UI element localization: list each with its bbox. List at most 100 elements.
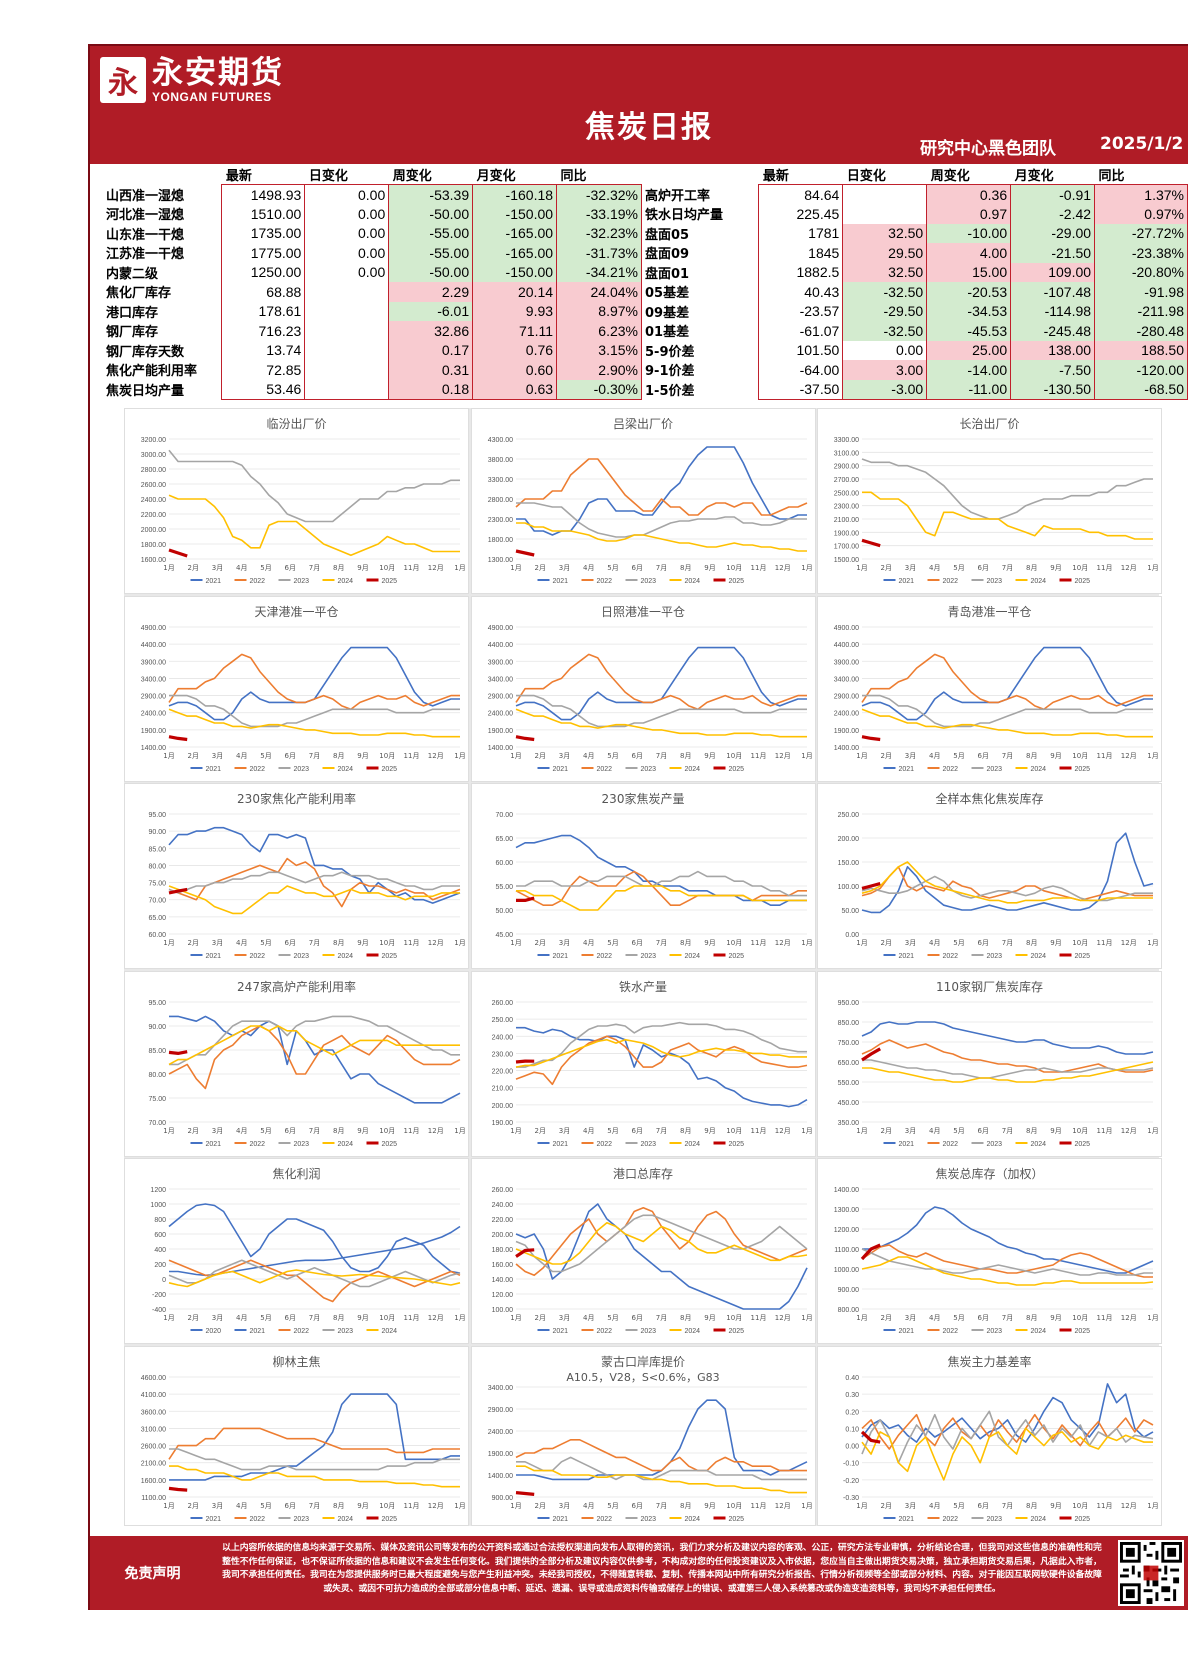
x-tick-label: 2月 bbox=[881, 752, 892, 760]
y-tick-label: 100.00 bbox=[838, 884, 860, 891]
legend-label: 2025 bbox=[382, 1141, 398, 1148]
x-tick-label: 1月 bbox=[163, 939, 174, 947]
legend-label: 2023 bbox=[640, 766, 656, 773]
x-tick-label: 5月 bbox=[607, 564, 618, 572]
value-cell: -23.38% bbox=[1094, 243, 1188, 263]
x-tick-label: 11月 bbox=[404, 564, 420, 572]
col-header: 月变化 bbox=[1014, 168, 1054, 183]
value-cell: 40.43 bbox=[758, 282, 844, 302]
row-label: 钢厂库存 bbox=[106, 325, 159, 341]
value-cell: 1.37% bbox=[1094, 184, 1188, 204]
line-chart: 3200.00 3000.00 2800.00 2600.00 2400.00 2200.… bbox=[141, 437, 466, 585]
value-cell bbox=[842, 184, 928, 204]
legend-label: 2025 bbox=[1075, 1328, 1091, 1335]
legend-label: 2021 bbox=[899, 1516, 915, 1523]
x-tick-label: 9月 bbox=[704, 564, 715, 572]
x-tick-label: 2月 bbox=[188, 564, 199, 572]
series-line-2024 bbox=[168, 708, 460, 737]
legend-label: 2023 bbox=[640, 1328, 656, 1335]
row-label: 山东准一干熄 bbox=[106, 227, 185, 243]
y-tick-label: 2900.00 bbox=[487, 693, 512, 700]
series-line-2025 bbox=[861, 882, 881, 890]
y-tick-label: 3000.00 bbox=[141, 452, 166, 459]
x-tick-label: 5月 bbox=[953, 752, 964, 760]
x-tick-label: 3月 bbox=[558, 564, 569, 572]
x-tick-label: 2月 bbox=[534, 1127, 545, 1135]
x-tick-label: 1月 bbox=[1147, 1127, 1158, 1135]
x-tick-label: 3月 bbox=[558, 752, 569, 760]
series-line-2024 bbox=[168, 1269, 461, 1288]
value-cell: -61.07 bbox=[758, 321, 844, 341]
y-tick-label: 0.10 bbox=[845, 1426, 859, 1433]
legend-label: 2021 bbox=[899, 1141, 915, 1148]
value-cell: 24.04% bbox=[556, 282, 642, 302]
value-cell: -14.00 bbox=[926, 360, 1012, 380]
col-header: 最新 bbox=[225, 168, 252, 183]
y-tick-label: 950.00 bbox=[838, 1000, 860, 1007]
y-tick-label: -200 bbox=[152, 1292, 166, 1299]
x-tick-label: 1月 bbox=[1147, 564, 1158, 572]
series-line-2022 bbox=[515, 1438, 807, 1471]
x-tick-label: 4月 bbox=[583, 1127, 594, 1135]
x-tick-label: 10月 bbox=[1072, 752, 1088, 760]
y-tick-label: 1200.00 bbox=[834, 1227, 859, 1234]
series-line-2022 bbox=[515, 870, 807, 906]
x-tick-label: 2月 bbox=[188, 1314, 199, 1322]
y-tick-label: 2600.00 bbox=[141, 1443, 166, 1450]
value-cell: -130.50 bbox=[1010, 379, 1096, 400]
series-line-2022 bbox=[168, 653, 460, 710]
legend-label: 2024 bbox=[338, 953, 354, 960]
legend-label: 2025 bbox=[728, 766, 744, 773]
y-tick-label: 240.00 bbox=[491, 1202, 513, 1209]
x-tick-label: 12月 bbox=[428, 1314, 444, 1322]
chart-panel: 焦化利润 1200 1000 800 600 400 200 0 -200 -400 1月 2月 3月 4… bbox=[124, 1158, 469, 1344]
x-tick-label: 3月 bbox=[212, 564, 223, 572]
y-tick-label: 1300.00 bbox=[834, 1207, 859, 1214]
x-tick-label: 9月 bbox=[704, 1127, 715, 1135]
legend-label: 2021 bbox=[552, 1328, 568, 1335]
x-tick-label: 8月 bbox=[680, 564, 691, 572]
legend-label: 2024 bbox=[1031, 578, 1047, 585]
y-tick-label: 600 bbox=[154, 1232, 166, 1239]
series-line-2024 bbox=[515, 522, 807, 552]
x-tick-label: 10月 bbox=[1072, 1314, 1088, 1322]
series-line-2023 bbox=[861, 875, 1153, 902]
series-line-2023 bbox=[515, 1456, 807, 1480]
x-tick-label: 12月 bbox=[428, 564, 444, 572]
row-label: 高炉开工率 bbox=[645, 188, 711, 204]
legend-label: 2022 bbox=[250, 953, 266, 960]
value-cell: -31.73% bbox=[556, 243, 642, 263]
chart-panel: 247家高炉产能利用率 95.00 90.00 85.00 80.00 75.00 70.0… bbox=[124, 970, 469, 1157]
y-tick-label: 2400.00 bbox=[141, 497, 166, 504]
value-cell: -29.50 bbox=[842, 301, 928, 321]
x-tick-label: 3月 bbox=[212, 1502, 223, 1510]
col-header: 日变化 bbox=[846, 168, 886, 183]
x-tick-label: 1月 bbox=[801, 939, 812, 947]
y-tick-label: 2700.00 bbox=[834, 477, 859, 484]
x-tick-label: 1月 bbox=[510, 1127, 521, 1135]
series-line-2024 bbox=[515, 1464, 807, 1493]
series-line-2022 bbox=[861, 1038, 1154, 1073]
y-tick-label: 800 bbox=[154, 1217, 166, 1224]
series-line-2021 bbox=[168, 1203, 461, 1274]
legend-label: 2022 bbox=[250, 766, 266, 773]
series-line-2024 bbox=[515, 885, 807, 911]
y-tick-label: 550.00 bbox=[838, 1080, 860, 1087]
series-line-2021 bbox=[169, 1392, 460, 1481]
y-tick-label: 210.00 bbox=[491, 1085, 513, 1092]
x-tick-label: 6月 bbox=[631, 1502, 642, 1510]
y-tick-label: 1900.00 bbox=[834, 727, 859, 734]
value-cell: 1845 bbox=[758, 243, 844, 263]
x-tick-label: 11月 bbox=[404, 939, 420, 947]
series-line-2024 bbox=[515, 1038, 807, 1068]
table-row: 山西准一湿熄 1498.93 0.00 -53.39 -160.18 -32.32% bbox=[104, 184, 642, 204]
x-tick-label: 7月 bbox=[309, 1127, 320, 1135]
legend-label: 2021 bbox=[250, 1328, 266, 1335]
x-tick-label: 3月 bbox=[558, 939, 569, 947]
x-tick-label: 10月 bbox=[1072, 939, 1088, 947]
series-line-2025 bbox=[168, 1049, 188, 1055]
report-header: 永 永安期货 YONGAN FUTURES 焦炭日报 研究中心黑色团队 2025… bbox=[90, 46, 1188, 164]
series-line-2023 bbox=[861, 1248, 1153, 1276]
y-tick-label: 3400.00 bbox=[487, 676, 512, 683]
